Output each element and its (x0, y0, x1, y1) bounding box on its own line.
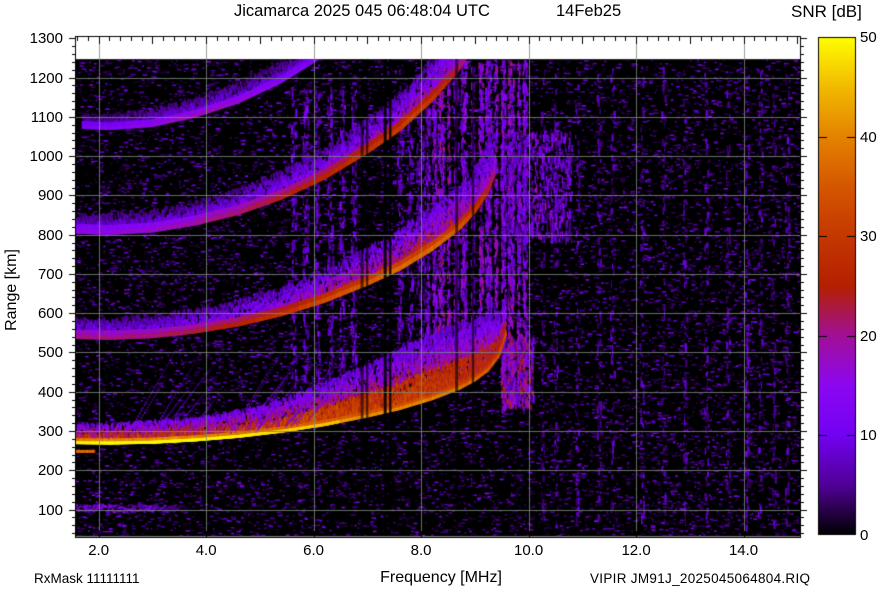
y-tick-label: 1000 (29, 148, 63, 166)
colorbar-tick-label: 0 (860, 527, 869, 544)
plot-title: Jicamarca 2025 045 06:48:04 UTC (234, 2, 490, 20)
x-tick-label: 8.0 (410, 542, 432, 559)
y-tick-label: 1100 (30, 108, 63, 126)
colorbar-tick-label: 50 (860, 29, 877, 46)
y-tick-label: 1300 (29, 30, 63, 48)
x-tick-label: 10.0 (513, 542, 544, 559)
colorbar-tick-label: 10 (860, 427, 877, 445)
x-tick-label: 6.0 (303, 542, 325, 559)
y-tick-label: 900 (37, 187, 63, 205)
x-tick-label: 14.0 (728, 542, 759, 559)
colorbar-title: SNR [dB] (791, 2, 862, 21)
y-tick-label: 700 (37, 265, 63, 283)
y-tick-label: 400 (37, 383, 63, 401)
x-tick-label: 4.0 (195, 542, 217, 559)
y-tick-label: 800 (37, 226, 63, 244)
y-tick-label: 300 (37, 422, 63, 440)
rx-mask-label: RxMask 11111111 (34, 571, 140, 586)
colorbar-tick-label: 30 (860, 228, 877, 246)
x-tick-label: 2.0 (88, 542, 110, 559)
y-tick-label: 500 (37, 344, 63, 362)
y-tick-label: 200 (37, 462, 63, 480)
y-tick-label: 600 (37, 305, 63, 323)
y-tick-label: 1200 (29, 69, 63, 87)
data-file-label: VIPIR JM91J_2025045064804.RIQ (590, 571, 811, 586)
plot-date-label: 14Feb25 (556, 2, 622, 20)
x-axis-label: Frequency [MHz] (380, 569, 502, 586)
x-tick-label: 12.0 (621, 542, 651, 559)
colorbar-tick-label: 40 (860, 128, 877, 146)
y-tick-label: 100 (37, 501, 63, 519)
colorbar-tick-label: 20 (860, 327, 877, 345)
